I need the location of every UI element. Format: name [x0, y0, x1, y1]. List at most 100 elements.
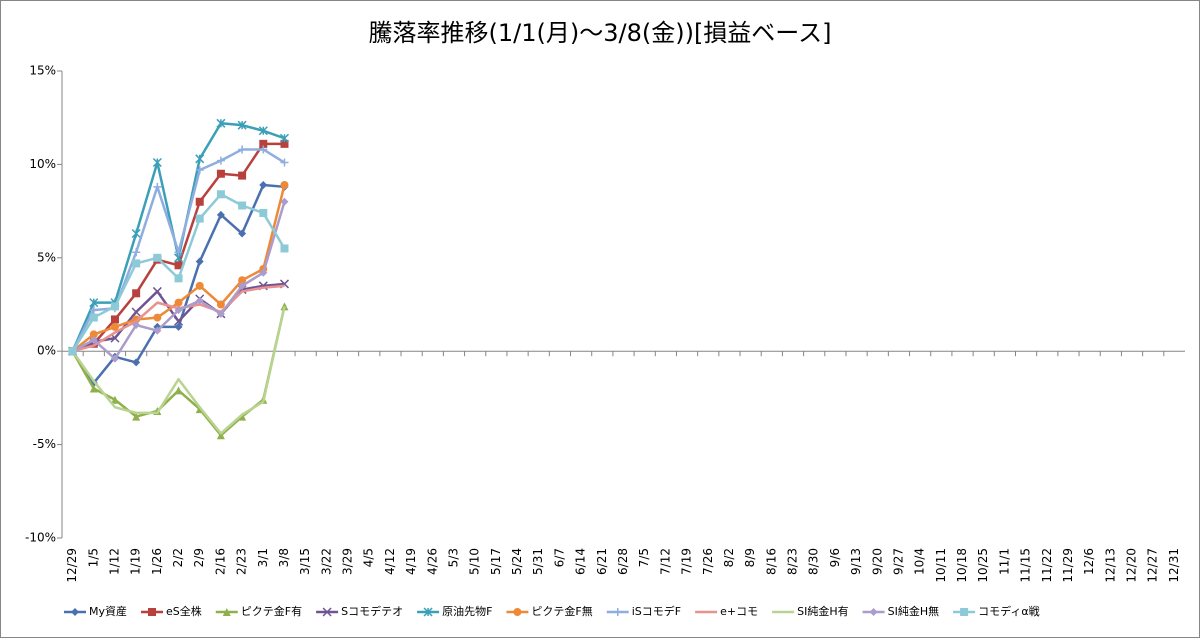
x-tick-label: 7/5 — [637, 548, 651, 567]
point — [174, 248, 183, 257]
legend-item: e+コモ — [695, 605, 758, 618]
x-tick-label: 2/2 — [171, 548, 185, 567]
point — [238, 171, 247, 180]
legend-marker — [322, 607, 332, 617]
series — [68, 190, 289, 356]
point — [280, 197, 289, 206]
x-tick-label: 8/30 — [807, 548, 821, 575]
point — [132, 289, 141, 298]
x-tick-label: 8/23 — [786, 548, 800, 575]
point — [259, 208, 268, 217]
point — [216, 190, 225, 199]
x-tick-label: 12/13 — [1103, 548, 1117, 583]
point — [153, 313, 162, 322]
x-tick-label: 5/17 — [489, 548, 503, 575]
point — [174, 261, 183, 270]
x-tick-label: 11/22 — [1040, 548, 1054, 583]
legend-label: SI純金H無 — [888, 604, 940, 618]
legend-label: ピクテ金F無 — [531, 604, 592, 618]
y-tick-label: 5% — [37, 250, 56, 264]
point — [153, 253, 162, 262]
x-tick-label: 3/8 — [277, 548, 291, 567]
x-tick-label: 3/22 — [319, 548, 333, 575]
point — [216, 431, 225, 440]
point — [174, 274, 183, 283]
x-tick-label: 12/6 — [1082, 548, 1096, 575]
point — [132, 412, 141, 421]
legend-label: ピクテ金F有 — [241, 604, 302, 618]
legend-item: ピクテ金F有 — [215, 604, 302, 618]
point — [238, 145, 247, 154]
legend-item: My資産 — [64, 605, 127, 618]
point — [259, 268, 268, 277]
x-tick-label: 1/19 — [129, 548, 143, 575]
point — [174, 322, 183, 331]
point — [238, 412, 247, 421]
y-tick-label: 15% — [29, 64, 56, 78]
point — [238, 201, 247, 210]
x-tick-label: 10/4 — [913, 548, 927, 575]
x-tick-label: 4/12 — [383, 548, 397, 575]
x-tick-label: 8/2 — [722, 548, 736, 567]
x-tick-label: 2/9 — [192, 548, 206, 567]
x-tick-label: 11/15 — [1019, 548, 1033, 583]
point — [135, 411, 138, 414]
point — [177, 378, 180, 381]
legend-item: 原油先物F — [417, 604, 492, 618]
legend-label: e+コモ — [720, 605, 758, 618]
legend-marker — [960, 608, 969, 616]
point — [113, 406, 116, 409]
point — [219, 432, 222, 435]
x-tick-label: 9/27 — [891, 548, 905, 575]
legend-item: SI純金H有 — [772, 604, 849, 618]
x-tick-label: 12/31 — [1167, 548, 1181, 583]
point — [132, 259, 141, 268]
legend-marker — [222, 608, 231, 616]
point — [110, 322, 119, 331]
x-tick-label: 6/21 — [595, 548, 609, 575]
point — [280, 244, 289, 253]
legend-marker — [513, 608, 522, 616]
point — [174, 298, 183, 307]
x-tick-label: 11/29 — [1061, 548, 1075, 583]
x-tick-label: 12/20 — [1125, 548, 1139, 583]
series — [68, 118, 290, 356]
x-tick-label: 7/26 — [701, 548, 715, 575]
point — [238, 229, 247, 238]
point — [262, 286, 265, 289]
legend-label: SI純金H有 — [797, 604, 849, 618]
point — [237, 120, 247, 130]
point — [262, 400, 265, 403]
point — [216, 156, 225, 165]
legend-label: 原油先物F — [442, 604, 492, 618]
point — [153, 182, 162, 191]
point — [280, 139, 289, 148]
x-tick-label: 4/19 — [404, 548, 418, 575]
x-tick-label: 1/26 — [150, 548, 164, 575]
x-tick-label: 1/12 — [107, 548, 121, 575]
point — [216, 169, 225, 178]
point — [195, 154, 205, 164]
x-tick-label: 5/24 — [510, 548, 524, 575]
x-tick-label: 3/29 — [341, 548, 355, 575]
x-tick-label: 7/19 — [680, 548, 694, 575]
x-tick-label: 7/12 — [658, 548, 672, 575]
x-tick-label: 6/28 — [616, 548, 630, 575]
point — [110, 354, 119, 363]
point — [216, 118, 226, 128]
chart-title: 騰落率推移(1/1(月)～3/8(金))[損益ベース] — [369, 19, 832, 47]
point — [198, 406, 201, 409]
point — [89, 335, 98, 344]
legend-label: iSコモデF — [632, 604, 681, 618]
y-tick-label: -10% — [25, 531, 56, 545]
point — [89, 313, 98, 322]
x-tick-label: 2/23 — [235, 548, 249, 575]
point — [241, 413, 244, 416]
point — [92, 380, 95, 383]
x-tick-label: 12/27 — [1146, 548, 1160, 583]
point — [156, 301, 159, 304]
x-tick-label: 3/15 — [298, 548, 312, 575]
point — [259, 180, 268, 189]
point — [280, 180, 289, 189]
x-tick-label: 5/31 — [531, 548, 545, 575]
